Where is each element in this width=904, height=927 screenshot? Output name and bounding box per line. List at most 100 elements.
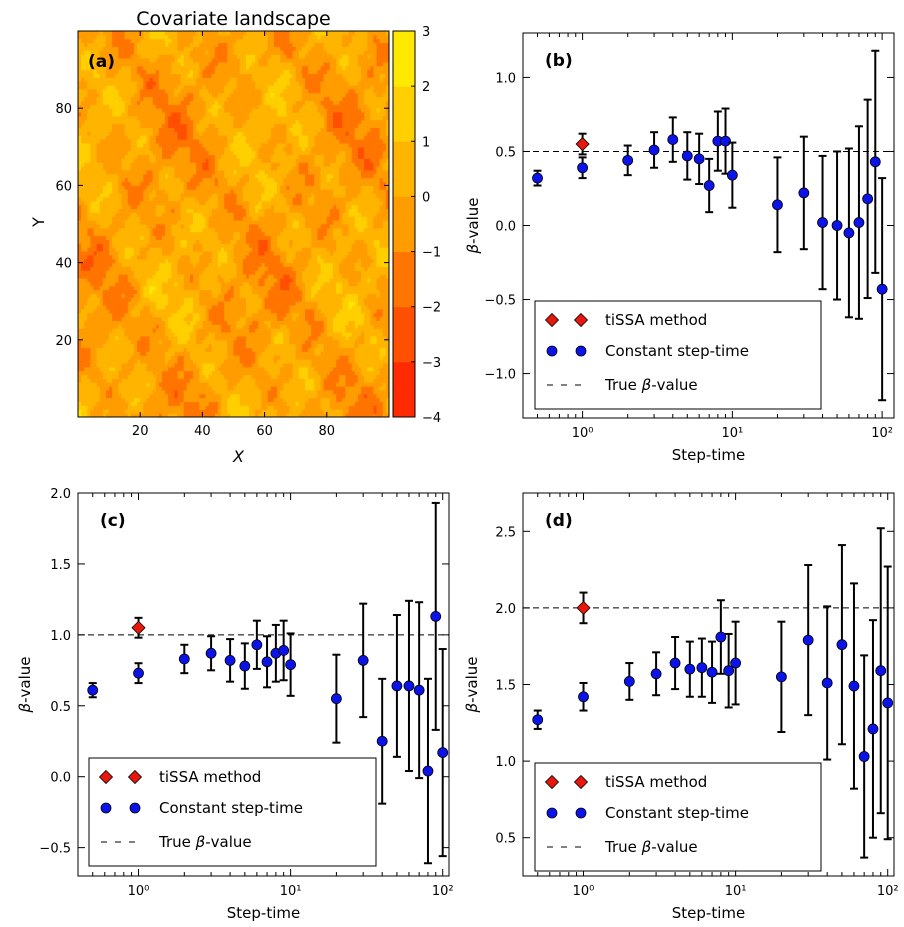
heatmap-cell xyxy=(140,31,144,36)
heatmap-cell xyxy=(87,274,91,279)
heatmap-cell xyxy=(152,262,157,267)
heatmap-cell xyxy=(90,104,95,109)
heatmap-cell xyxy=(221,270,225,275)
heatmap-cell xyxy=(146,34,151,40)
heatmap-cell xyxy=(230,382,234,387)
heatmap-cell xyxy=(140,73,144,78)
heatmap-cell xyxy=(177,200,182,206)
heatmap-cell xyxy=(205,227,210,233)
heatmap-cell xyxy=(112,46,116,51)
heatmap-cell xyxy=(168,65,172,71)
heatmap-cell xyxy=(186,50,191,55)
heatmap-cell xyxy=(205,177,210,183)
heatmap-cell xyxy=(193,413,197,418)
heatmap-cell xyxy=(158,305,163,310)
heatmap-cell xyxy=(230,347,234,352)
heatmap-cell xyxy=(230,88,234,94)
heatmap-cell xyxy=(121,73,126,78)
heatmap-cell xyxy=(121,108,126,113)
heatmap-cell xyxy=(96,362,101,368)
heatmap-cell xyxy=(84,297,88,302)
heatmap-cell xyxy=(146,224,151,229)
heatmap-cell xyxy=(214,285,219,291)
heatmap-cell xyxy=(161,305,166,310)
heatmap-cell xyxy=(177,216,182,221)
heatmap-cell xyxy=(140,185,144,190)
heatmap-cell xyxy=(130,81,135,86)
heatmap-cell xyxy=(78,332,82,337)
heatmap-cell xyxy=(227,316,231,321)
heatmap-cell xyxy=(186,355,191,360)
heatmap-cell xyxy=(202,154,207,159)
heatmap-cell xyxy=(87,278,91,283)
heatmap-cell xyxy=(109,189,113,194)
heatmap-cell xyxy=(186,212,191,217)
heatmap-cell xyxy=(115,335,119,341)
heatmap-cell xyxy=(105,274,110,279)
heatmap-cell xyxy=(102,274,107,279)
heatmap-cell xyxy=(127,216,132,221)
heatmap-cell xyxy=(211,88,216,94)
heatmap-cell xyxy=(183,177,188,183)
heatmap-cell xyxy=(130,104,135,109)
heatmap-cell xyxy=(158,393,163,399)
heatmap-cell xyxy=(93,285,98,291)
heatmap-cell xyxy=(211,258,216,264)
heatmap-cell xyxy=(230,262,234,267)
heatmap-cell xyxy=(174,351,179,356)
heatmap-cell xyxy=(96,50,101,55)
heatmap-cell xyxy=(105,332,110,337)
heatmap-cell xyxy=(105,308,110,314)
heatmap-cell xyxy=(121,181,126,186)
heatmap-cell xyxy=(196,216,200,221)
heatmap-cell xyxy=(158,270,163,275)
heatmap-cell xyxy=(193,355,197,360)
heatmap-cell xyxy=(174,150,179,156)
heatmap-cell xyxy=(130,166,135,171)
heatmap-cell xyxy=(152,359,157,364)
heatmap-cell xyxy=(161,34,166,40)
heatmap-cell xyxy=(143,227,147,233)
heatmap-cell xyxy=(96,77,101,82)
heatmap-cell xyxy=(152,42,157,47)
heatmap-cell xyxy=(193,305,197,310)
heatmap-cell xyxy=(93,270,98,275)
heatmap-cell xyxy=(102,332,107,337)
heatmap-cell xyxy=(109,359,113,364)
heatmap-cell xyxy=(124,169,129,175)
heatmap-cell xyxy=(189,235,194,240)
heatmap-cell xyxy=(183,50,188,55)
heatmap-cell xyxy=(146,339,151,345)
heatmap-cell xyxy=(137,65,141,71)
heatmap-cell xyxy=(196,366,200,372)
heatmap-cell xyxy=(146,285,151,291)
heatmap-cell xyxy=(99,308,104,314)
heatmap-cell xyxy=(230,154,234,159)
heatmap-cell xyxy=(84,61,88,67)
heatmap-cell xyxy=(177,112,182,117)
heatmap-cell xyxy=(109,92,113,98)
heatmap-cell xyxy=(224,88,228,94)
heatmap-cell xyxy=(84,401,88,406)
heatmap-cell xyxy=(161,405,166,410)
heatmap-cell xyxy=(158,216,163,221)
heatmap-cell xyxy=(196,142,200,148)
heatmap-cell xyxy=(217,166,222,171)
heatmap-cell xyxy=(183,104,188,109)
heatmap-cell xyxy=(90,169,95,175)
heatmap-cell xyxy=(109,243,113,248)
heatmap-cell xyxy=(199,220,203,225)
heatmap-cell xyxy=(174,193,179,198)
heatmap-cell xyxy=(193,343,197,349)
heatmap-cell xyxy=(124,61,129,67)
heatmap-cell xyxy=(186,166,191,171)
heatmap-cell xyxy=(143,119,147,125)
heatmap-cell xyxy=(161,119,166,125)
heatmap-cell xyxy=(193,397,197,403)
heatmap-cell xyxy=(211,397,216,403)
heatmap-cell xyxy=(196,104,200,109)
heatmap-cell xyxy=(230,96,234,101)
heatmap-cell xyxy=(93,332,98,337)
heatmap-cell xyxy=(152,158,157,163)
heatmap-cell xyxy=(90,397,95,403)
